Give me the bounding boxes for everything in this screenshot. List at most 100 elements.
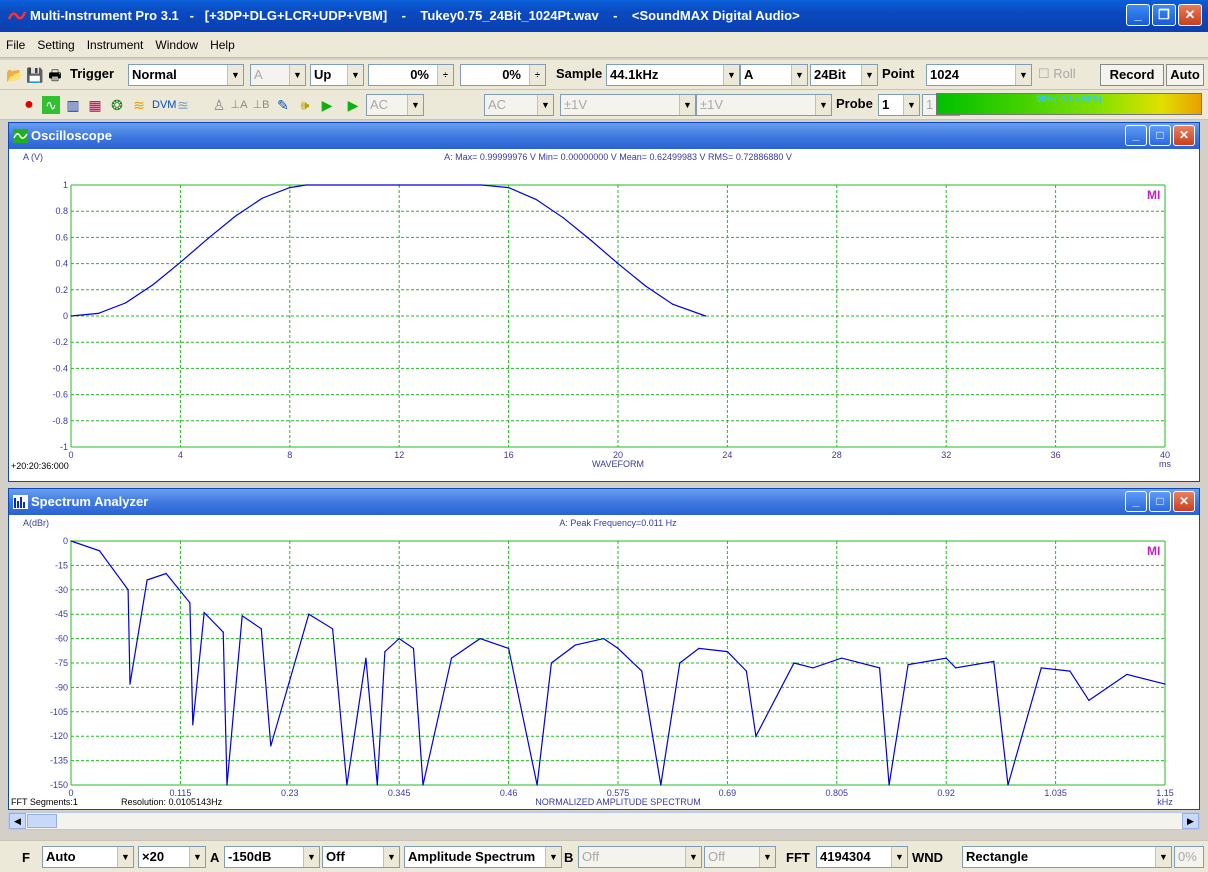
weighting-select[interactable]: Off ▼ bbox=[322, 846, 400, 868]
data-logger-icon[interactable]: ≊ bbox=[177, 97, 189, 113]
fft-size-select[interactable]: 4194304 ▼ bbox=[816, 846, 908, 868]
speaker-icon[interactable]: 🕪 bbox=[300, 97, 310, 113]
print-icon[interactable]: 🖶 bbox=[48, 67, 62, 83]
data-point bbox=[494, 185, 496, 187]
x-tick-label: 4 bbox=[178, 450, 183, 460]
range-b-select[interactable]: ±1V ▼ bbox=[696, 94, 832, 116]
chevron-down-icon: ▼ bbox=[117, 847, 133, 867]
spectrogram-icon[interactable]: ▦ bbox=[88, 97, 102, 113]
oscilloscope-chart[interactable]: 0 4 8 12 16 20 24 28 32 36 40 1 0.8 0.6 0.4 0.2 0 -0.2 -0.… bbox=[9, 149, 1199, 481]
chevron-down-icon: ▼ bbox=[227, 65, 243, 85]
trigger-channel-select[interactable]: A ▼ bbox=[250, 64, 306, 86]
y-tick-label: -90 bbox=[55, 682, 68, 692]
data-point bbox=[793, 662, 795, 664]
3d-plot-icon[interactable]: ≋ bbox=[133, 97, 145, 113]
overlap-select[interactable]: 0% bbox=[1174, 846, 1204, 868]
record-icon[interactable]: ● bbox=[24, 96, 34, 113]
analysis-mode-select[interactable]: Amplitude Spectrum ▼ bbox=[404, 846, 562, 868]
open-icon[interactable]: 📂 bbox=[6, 67, 24, 83]
probe-a-select[interactable]: 1 ▼ bbox=[878, 94, 920, 116]
b-mode1-select[interactable]: Off ▼ bbox=[578, 846, 702, 868]
data-point bbox=[879, 667, 881, 669]
b-mode2-select[interactable]: Off ▼ bbox=[704, 846, 776, 868]
maximize-button[interactable]: □ bbox=[1149, 491, 1171, 512]
title-bar: Multi-Instrument Pro 3.1 - [+3DP+DLG+LCR… bbox=[0, 0, 1208, 32]
record-button[interactable]: Record bbox=[1100, 64, 1164, 86]
data-point bbox=[222, 631, 224, 633]
dvm-icon[interactable]: DVM bbox=[152, 99, 177, 111]
bits-select[interactable]: 24Bit ▼ bbox=[810, 64, 878, 86]
menu-instrument[interactable]: Instrument bbox=[86, 37, 144, 52]
scroll-thumb[interactable] bbox=[27, 814, 57, 828]
data-point bbox=[660, 784, 662, 786]
y-tick-label: -105 bbox=[50, 707, 68, 717]
coupling-a-select[interactable]: AC ▼ bbox=[366, 94, 424, 116]
data-point bbox=[98, 550, 101, 552]
horizontal-scrollbar[interactable]: ◀ ▶ bbox=[8, 812, 1200, 830]
y-tick-label: -75 bbox=[55, 658, 68, 668]
time-start-label: +20:20:36:000 bbox=[11, 461, 69, 471]
menu-setting[interactable]: Setting bbox=[37, 37, 75, 52]
overlap-value: 0% bbox=[1178, 849, 1197, 864]
window-function-value: Rectangle bbox=[966, 849, 1029, 864]
minimize-button[interactable]: _ bbox=[1125, 491, 1147, 512]
trigger-mode-select[interactable]: Normal ▼ bbox=[128, 64, 244, 86]
auto-button[interactable]: Auto bbox=[1166, 64, 1204, 86]
oscilloscope-icon[interactable]: ∿ bbox=[42, 96, 60, 114]
data-point bbox=[70, 315, 72, 317]
range-a-select[interactable]: ±1V ▼ bbox=[560, 94, 696, 116]
points-select[interactable]: 1024 ▼ bbox=[926, 64, 1032, 86]
trigger-edge-select[interactable]: Up ▼ bbox=[310, 64, 364, 86]
trigger-level-stepper[interactable]: 0% ÷ bbox=[368, 64, 454, 86]
play-record-icon[interactable]: ▶ bbox=[347, 97, 359, 113]
spectrum-icon[interactable]: ▥ bbox=[66, 97, 80, 113]
minimize-button[interactable]: _ bbox=[1126, 4, 1150, 26]
y-tick-label: -0.8 bbox=[52, 416, 68, 426]
maximize-button[interactable]: □ bbox=[1149, 125, 1171, 146]
chevron-down-icon: ▼ bbox=[347, 65, 363, 85]
data-point bbox=[704, 315, 707, 317]
data-point bbox=[535, 198, 537, 201]
sample-rate-select[interactable]: 44.1kHz ▼ bbox=[606, 64, 740, 86]
close-button[interactable]: ✕ bbox=[1173, 125, 1195, 146]
input-level-meter: 99%(-0.1 dBFS) bbox=[936, 93, 1202, 115]
roll-checkbox[interactable]: ☐ Roll bbox=[1038, 66, 1076, 81]
x-tick-label: 12 bbox=[394, 450, 404, 460]
restore-button[interactable]: ❐ bbox=[1152, 4, 1176, 26]
data-point bbox=[152, 283, 154, 286]
close-button[interactable]: ✕ bbox=[1178, 4, 1202, 26]
cursor-a-icon[interactable]: ⊥A bbox=[230, 99, 248, 111]
play-icon[interactable]: ▶ bbox=[321, 97, 333, 113]
probe-icon[interactable]: ♙ bbox=[212, 97, 226, 113]
frequency-mode-select[interactable]: Auto ▼ bbox=[42, 846, 134, 868]
data-point bbox=[698, 647, 700, 649]
minimize-button[interactable]: _ bbox=[1125, 125, 1147, 146]
scroll-left-icon[interactable]: ◀ bbox=[9, 813, 26, 829]
tools-icon[interactable]: ✎ bbox=[277, 97, 289, 113]
save-icon[interactable]: 💾 bbox=[26, 67, 44, 83]
x-tick-label: 36 bbox=[1051, 450, 1061, 460]
chevron-down-icon: ▼ bbox=[1155, 847, 1171, 867]
menu-window[interactable]: Window bbox=[155, 37, 199, 52]
spectrum-chart[interactable]: 0 0.115 0.23 0.345 0.46 0.575 0.69 0.805 0.92 1.0… bbox=[9, 515, 1199, 809]
window-function-select[interactable]: Rectangle ▼ bbox=[962, 846, 1172, 868]
data-point bbox=[234, 215, 236, 218]
channel-select[interactable]: A ▼ bbox=[740, 64, 808, 86]
scroll-right-icon[interactable]: ▶ bbox=[1182, 813, 1199, 829]
zoom-select[interactable]: ×20 ▼ bbox=[138, 846, 206, 868]
data-point bbox=[590, 239, 592, 241]
b-mode2-value: Off bbox=[708, 849, 726, 864]
data-point bbox=[146, 579, 148, 581]
trigger-label: Trigger bbox=[70, 66, 115, 81]
phase-plot-icon[interactable]: ❂ bbox=[111, 97, 123, 113]
cursor-b-icon[interactable]: ⊥B bbox=[252, 99, 270, 111]
wnd-label: WND bbox=[912, 850, 944, 865]
trigger-delay-stepper[interactable]: 0% ÷ bbox=[460, 64, 546, 86]
close-button[interactable]: ✕ bbox=[1173, 491, 1195, 512]
menu-file[interactable]: File bbox=[6, 37, 26, 52]
chevron-down-icon: ▼ bbox=[289, 65, 305, 85]
menu-help[interactable]: Help bbox=[210, 37, 235, 52]
data-point bbox=[422, 784, 424, 786]
coupling-b-select[interactable]: AC ▼ bbox=[484, 94, 554, 116]
amplitude-floor-select[interactable]: -150dB ▼ bbox=[224, 846, 320, 868]
